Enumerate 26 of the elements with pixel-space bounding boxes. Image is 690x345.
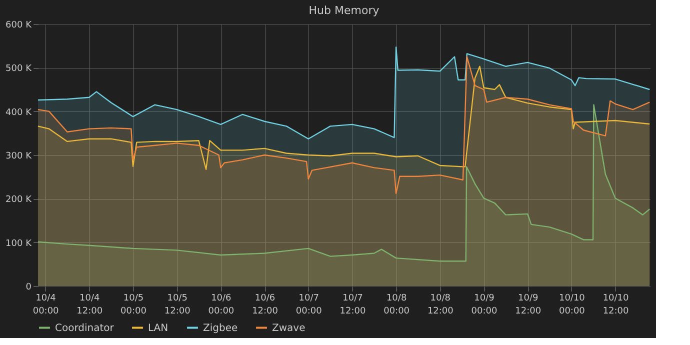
x-tick-label: 10/9 12:00 (515, 294, 542, 316)
x-tick-label: 10/7 12:00 (340, 294, 366, 316)
x-tick-label: 10/5 12:00 (164, 294, 191, 316)
legend-label: LAN (148, 322, 168, 334)
x-tick-label: 10/5 00:00 (120, 294, 147, 316)
x-tick-label: 10/6 12:00 (252, 294, 278, 316)
legend-label: Zwave (272, 322, 306, 334)
y-tick-label: 400 K (6, 108, 33, 118)
y-tick-label: 500 K (6, 64, 33, 74)
x-tick-label: 10/6 00:00 (208, 294, 234, 316)
y-tick-label: 300 K (6, 152, 33, 162)
y-tick-label: 0 (26, 282, 32, 292)
y-tick-label: 600 K (6, 20, 33, 30)
x-tick-label: 10/8 00:00 (384, 294, 410, 316)
x-tick-label: 10/4 12:00 (76, 294, 103, 316)
x-tick-label: 10/9 00:00 (471, 294, 498, 316)
y-tick-label: 200 K (6, 195, 33, 206)
x-tick-label: 10/10 12:00 (602, 294, 630, 316)
x-tick-label: 10/10 00:00 (558, 294, 586, 316)
legend-label: Zigbee (203, 322, 238, 334)
x-tick-label: 10/8 12:00 (427, 294, 454, 316)
y-tick-label: 100 K (6, 238, 33, 249)
x-tick-label: 10/7 00:00 (296, 294, 322, 316)
chart-title: Hub Memory (308, 4, 380, 17)
legend-label: Coordinator (55, 322, 115, 334)
x-tick-label: 10/4 00:00 (32, 294, 60, 316)
